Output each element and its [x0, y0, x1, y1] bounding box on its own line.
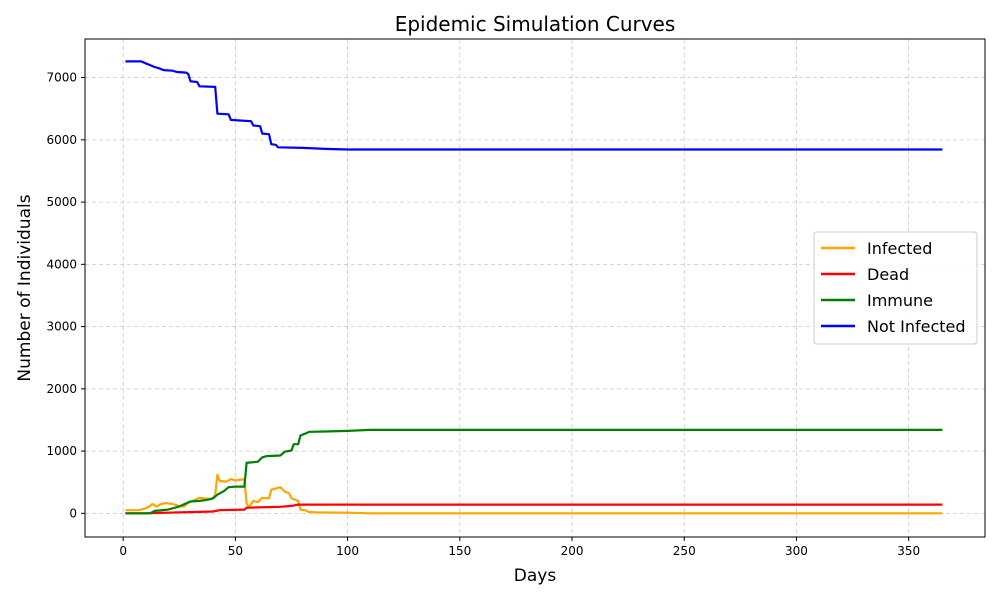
series-line-not-infected [125, 60, 943, 151]
series-line-immune [125, 428, 943, 515]
legend: Infected Dead Immune Not Infected [813, 231, 978, 345]
legend-label-dead: Dead [867, 265, 909, 284]
legend-label-immune: Immune [867, 291, 933, 310]
x-tick-label: 350 [897, 544, 920, 558]
x-tick-label: 0 [119, 544, 127, 558]
series-line-infected [125, 473, 943, 515]
series-line-dead [125, 503, 943, 515]
x-tick-label: 50 [228, 544, 243, 558]
y-axis-label: Number of Individuals [15, 194, 35, 381]
x-tick-label: 100 [336, 544, 359, 558]
y-tick-label: 7000 [46, 71, 77, 85]
legend-label-not-infected: Not Infected [867, 317, 966, 336]
x-tick-label: 300 [785, 544, 808, 558]
legend-label-infected: Infected [867, 239, 932, 258]
x-tick-label: 150 [448, 544, 471, 558]
grid [85, 39, 985, 537]
y-tick-label: 6000 [46, 133, 77, 147]
y-tick-label: 0 [69, 506, 77, 520]
y-tick-label: 3000 [46, 320, 77, 334]
chart-title: Epidemic Simulation Curves [395, 12, 676, 36]
y-tick-label: 2000 [46, 382, 77, 396]
y-tick-label: 1000 [46, 444, 77, 458]
x-tick-label: 200 [561, 544, 584, 558]
legend-box [813, 231, 978, 345]
y-tick-label: 5000 [46, 195, 77, 209]
x-tick-label: 250 [673, 544, 696, 558]
plot-frame [84, 38, 986, 538]
y-tick-label: 4000 [46, 257, 77, 271]
series-lines [125, 60, 943, 515]
x-axis-label: Days [514, 566, 557, 586]
ticks: 0 50 100 150 200 250 300 350 0 1000 2000 3000 4000 50… [46, 71, 920, 558]
